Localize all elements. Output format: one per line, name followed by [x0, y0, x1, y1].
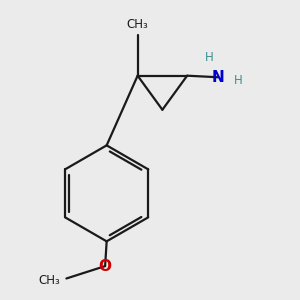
Text: H: H — [234, 74, 243, 87]
Text: O: O — [99, 259, 112, 274]
Text: CH₃: CH₃ — [127, 18, 148, 31]
Text: N: N — [212, 70, 224, 85]
Text: CH₃: CH₃ — [38, 274, 60, 286]
Text: H: H — [205, 51, 213, 64]
